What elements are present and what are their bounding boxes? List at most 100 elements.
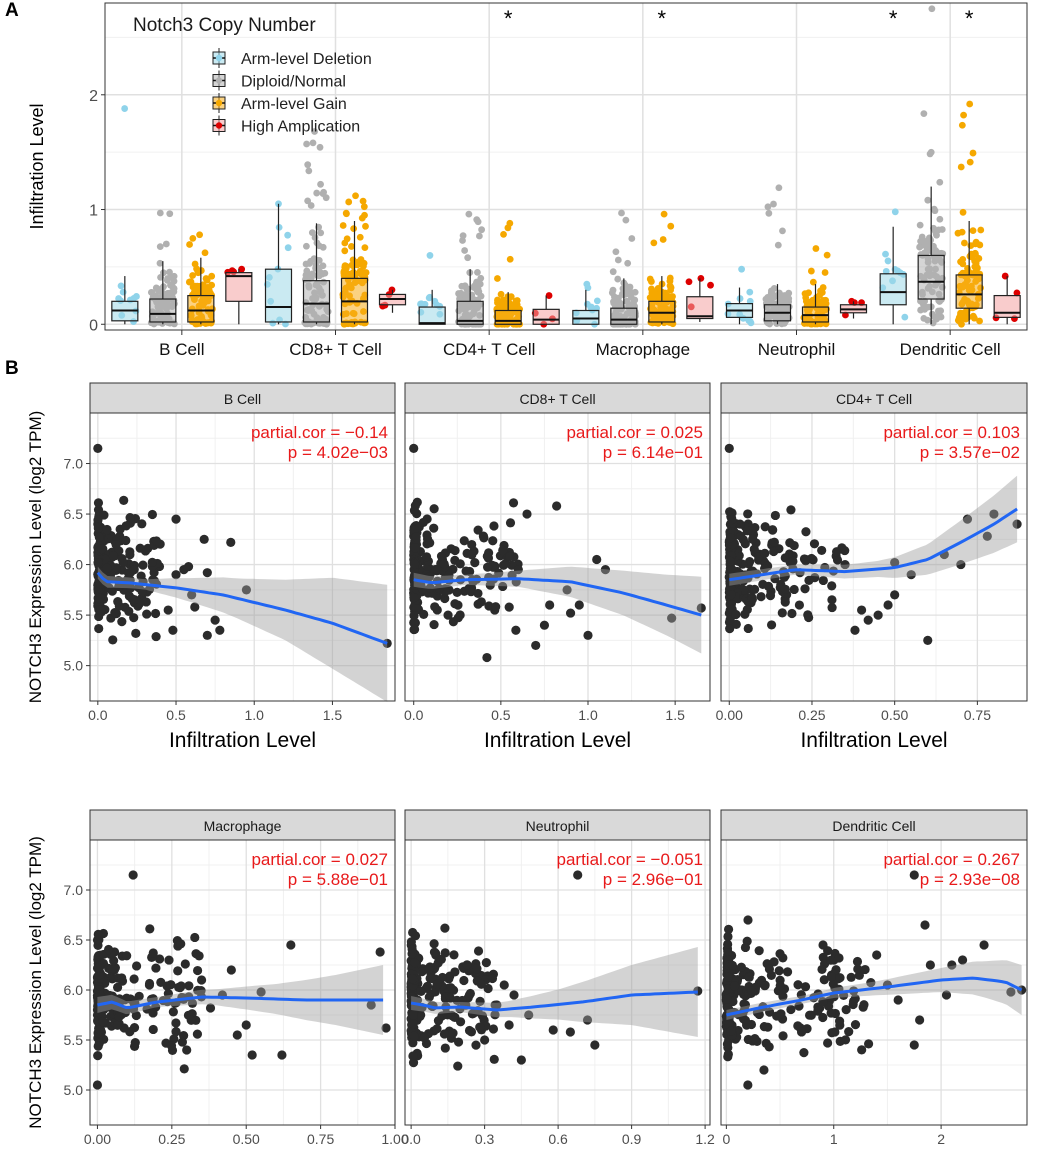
box: [456, 300, 484, 325]
data-point: [915, 1015, 925, 1025]
data-point: [429, 947, 440, 957]
data-point: [780, 584, 790, 594]
data-point: [131, 1010, 141, 1021]
x-category-label: Neutrophil: [758, 340, 836, 359]
data-point: [979, 940, 989, 950]
y-tick-label: 2: [89, 88, 98, 105]
data-point: [408, 1051, 418, 1061]
data-point: [827, 595, 837, 605]
data-point: [164, 955, 174, 965]
data-point: [860, 964, 870, 975]
max-point: [775, 184, 783, 192]
data-point: [830, 1027, 840, 1037]
panel-border: [404, 839, 711, 1126]
data-point: [182, 1045, 192, 1055]
data-point: [769, 957, 779, 967]
data-point: [449, 950, 459, 960]
data-point: [422, 530, 432, 540]
x-tick-label: 1.5: [323, 707, 343, 723]
x-tick-label: 0.00: [716, 707, 743, 723]
data-point: [201, 249, 209, 257]
box: [879, 273, 907, 306]
data-point: [358, 261, 366, 268]
data-point: [777, 608, 787, 618]
data-point: [821, 297, 829, 305]
data-point: [148, 1008, 158, 1018]
data-point: [723, 972, 734, 982]
partial-cor-label: partial.cor = 0.027: [251, 850, 388, 869]
data-point: [765, 209, 773, 217]
data-point: [184, 981, 194, 991]
data-point: [756, 592, 766, 602]
data-point: [743, 509, 753, 519]
data-point: [457, 289, 465, 297]
data-point: [311, 234, 319, 241]
data-point: [164, 275, 171, 282]
data-point: [341, 239, 349, 247]
data-point: [920, 920, 930, 930]
data-point: [452, 587, 462, 597]
max-point: [156, 209, 164, 217]
data-point: [489, 521, 499, 531]
confidence-band: [729, 475, 1018, 586]
p-value-label: p = 3.57e−02: [920, 443, 1020, 462]
legend-key-point: [215, 54, 223, 62]
data-point: [137, 519, 147, 529]
data-point: [118, 557, 128, 567]
data-point: [863, 615, 873, 625]
data-point: [108, 964, 118, 974]
data-point: [409, 592, 419, 603]
data-point: [138, 560, 148, 570]
data-point: [191, 288, 199, 295]
data-point: [827, 581, 837, 591]
data-point: [666, 282, 674, 290]
data-point: [312, 264, 319, 272]
x-tick-label: 0.0: [404, 707, 424, 723]
data-point: [958, 121, 966, 129]
data-point: [513, 565, 523, 575]
data-point: [461, 247, 469, 254]
max-point: [506, 219, 514, 227]
y-tick-label: 7.0: [64, 456, 84, 472]
data-point: [171, 570, 181, 580]
data-point: [455, 559, 465, 569]
data-point: [409, 624, 420, 634]
data-point: [94, 931, 104, 941]
data-point: [304, 197, 312, 205]
data-point: [478, 531, 489, 541]
data-point: [97, 544, 107, 554]
x-tick-label: 1.0: [244, 707, 264, 723]
data-point: [890, 590, 900, 600]
data-point: [93, 1051, 103, 1061]
data-point: [884, 257, 892, 265]
fit-line: [726, 976, 1023, 1017]
data-point: [151, 631, 161, 642]
data-point: [113, 597, 123, 607]
box-group: [572, 280, 601, 328]
data-point: [443, 610, 453, 620]
data-point: [170, 285, 178, 292]
data-point: [977, 226, 985, 234]
data-point: [103, 944, 114, 955]
panel-border: [720, 839, 1028, 1126]
data-point: [483, 983, 493, 994]
data-point: [504, 551, 515, 562]
data-point: [927, 148, 935, 156]
data-point: [725, 533, 735, 543]
data-point: [277, 1050, 287, 1060]
data-point: [788, 556, 798, 567]
data-point: [667, 613, 677, 623]
data-point: [969, 149, 977, 157]
data-point: [770, 200, 777, 208]
box: [610, 307, 638, 325]
data-point: [457, 995, 467, 1006]
data-point: [725, 556, 735, 566]
data-point: [102, 524, 112, 535]
data-point: [166, 1041, 177, 1051]
data-point: [832, 555, 843, 565]
data-point: [424, 572, 434, 582]
y-tick-label: 5.0: [64, 658, 84, 674]
data-point: [736, 962, 746, 972]
data-point: [612, 248, 620, 256]
